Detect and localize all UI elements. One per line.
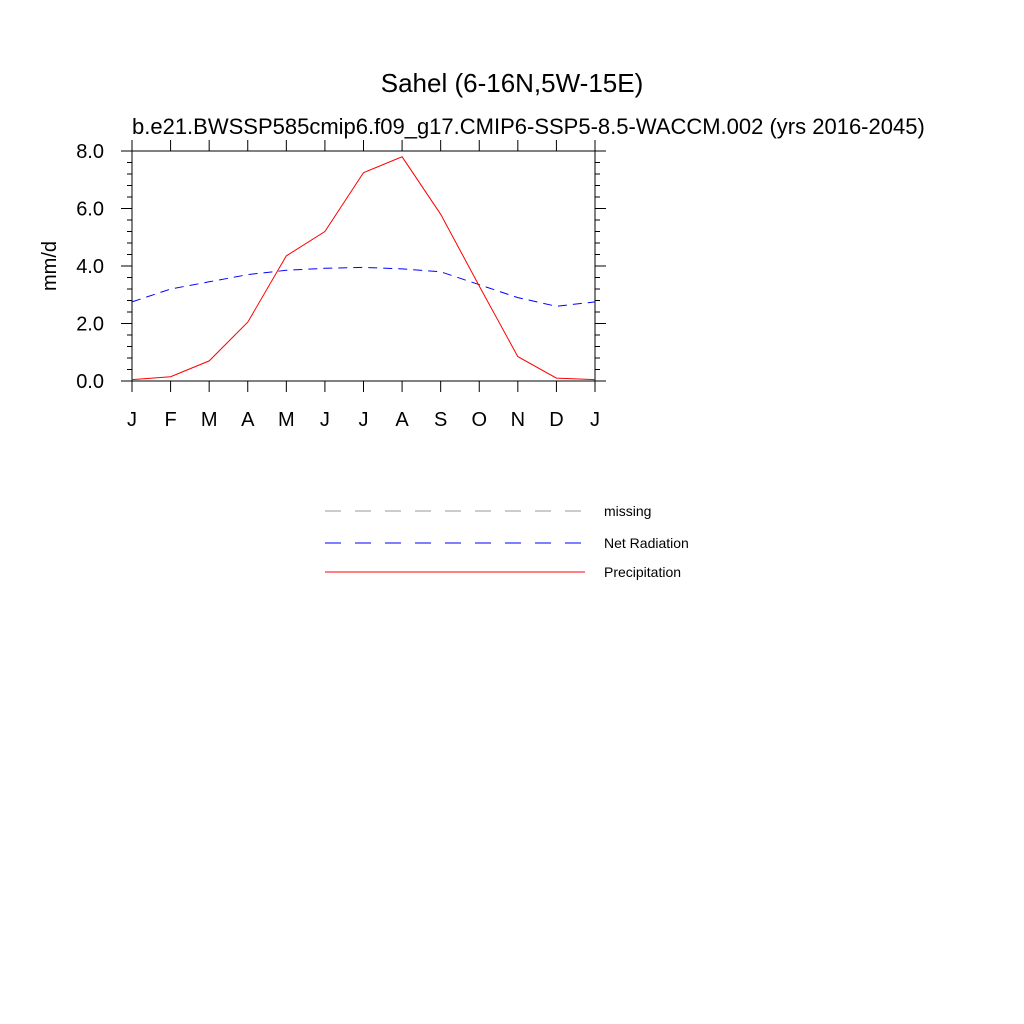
x-tick-label: O <box>471 409 487 431</box>
y-tick-label: 0.0 <box>76 371 104 393</box>
y-tick-label: 2.0 <box>76 314 104 336</box>
legend-label: Net Radiation <box>604 535 689 551</box>
y-tick-label: 8.0 <box>76 141 104 163</box>
x-tick-label: S <box>434 409 447 431</box>
y-axis-label: mm/d <box>39 241 61 291</box>
y-tick-label: 4.0 <box>76 256 104 278</box>
x-tick-label: J <box>590 409 600 431</box>
x-tick-label: N <box>511 409 525 431</box>
legend: missing Net Radiation Precipitation <box>325 503 689 580</box>
x-tick-label: M <box>201 409 218 431</box>
x-tick-label: J <box>127 409 137 431</box>
x-tick-label: A <box>241 409 255 431</box>
legend-label: Precipitation <box>604 564 681 580</box>
legend-label: missing <box>604 503 651 519</box>
x-tick-label: D <box>549 409 563 431</box>
x-tick-label: J <box>320 409 330 431</box>
y-tick-label: 6.0 <box>76 199 104 221</box>
series-line-precipitation <box>131 156 596 381</box>
plot-frame <box>131 150 596 382</box>
x-tick-label: J <box>359 409 369 431</box>
chart-title: Sahel (6-16N,5W-15E) <box>381 68 644 98</box>
chart-subtitle: b.e21.BWSSP585cmip6.f09_g17.CMIP6-SSP5-8… <box>132 114 925 139</box>
x-tick-label: A <box>395 409 409 431</box>
x-tick-label: M <box>278 409 295 431</box>
plot-area: 0.0 2.0 4.0 6.0 8.0 J F M A M J J A S O N D J <box>76 140 606 431</box>
series-line-net-radiation <box>131 266 596 307</box>
x-tick-label: F <box>164 409 176 431</box>
